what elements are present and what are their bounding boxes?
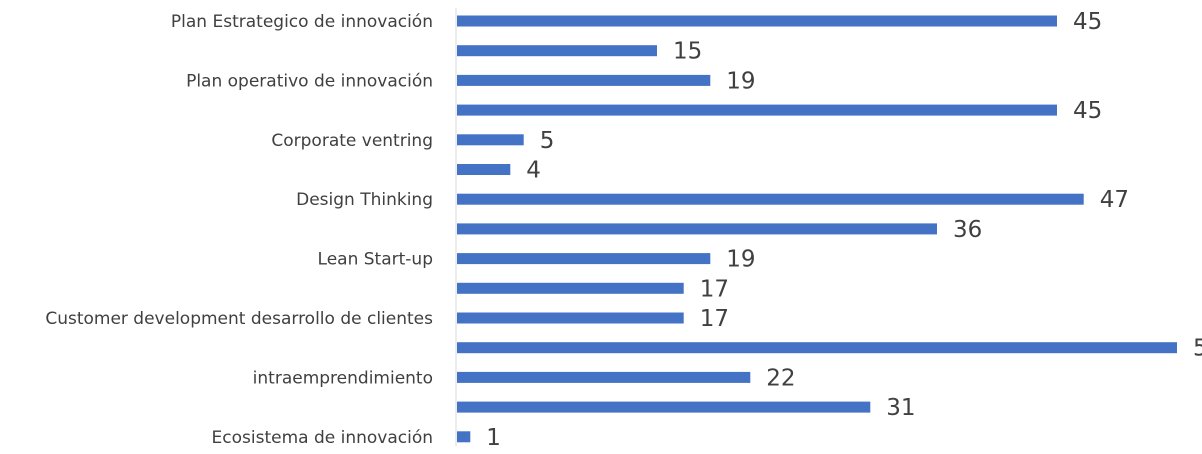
bar [457,282,684,294]
data-label: 19 [726,68,755,94]
data-label: 47 [1100,187,1129,213]
category-label: Lean Start-up [318,250,433,270]
data-label: 54 [1193,336,1202,362]
bar [457,223,937,235]
category-label: Design Thinking [296,190,433,210]
data-label: 19 [726,247,755,273]
bar [457,371,751,383]
category-label: Plan Estrategico de innovación [171,12,433,32]
bar [457,401,871,413]
bars-group [457,15,1177,443]
bar [457,342,1177,354]
data-label: 5 [540,128,555,154]
bar [457,253,711,265]
bar [457,431,471,443]
value-labels-group: 451519455447361917175422311 [486,9,1202,451]
category-label: intraemprendimiento [253,368,433,388]
data-label: 4 [526,158,541,184]
bar [457,164,511,175]
bar [457,45,657,57]
data-label: 22 [766,365,795,391]
bar [457,15,1057,27]
data-label: 31 [886,395,915,421]
bar [457,193,1084,205]
category-label: Plan operativo de innovación [186,71,433,91]
data-label: 15 [673,39,702,65]
bar [457,134,524,146]
bar [457,74,711,86]
data-label: 17 [700,276,729,302]
data-label: 17 [700,306,729,332]
data-label: 1 [486,425,501,451]
category-labels-group: Plan Estrategico de innovación Plan opera… [45,12,433,448]
data-label: 45 [1073,9,1102,35]
category-label: Customer development desarrollo de clien… [45,309,433,329]
data-label: 36 [953,217,982,243]
data-label: 45 [1073,98,1102,124]
category-label: Corporate ventring [271,131,433,151]
category-label: Ecosistema de innovación [212,428,433,448]
bar [457,312,684,324]
bar [457,104,1057,116]
